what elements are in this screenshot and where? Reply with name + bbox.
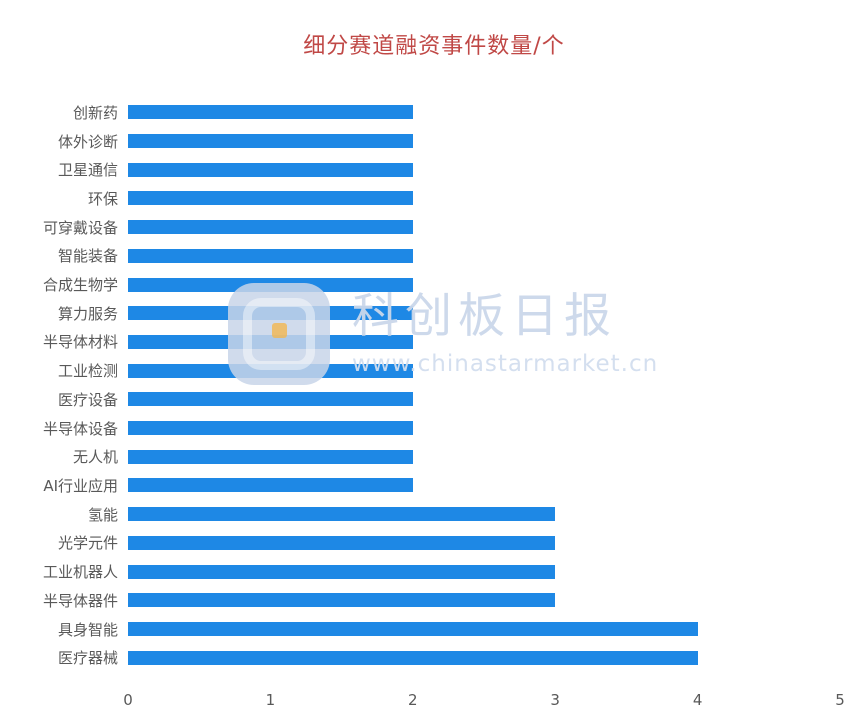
bar-row: 工业检测 [0,356,840,385]
bar [128,564,556,579]
x-tick-label: 1 [265,691,276,709]
bar-row: 工业机器人 [0,557,840,586]
plot-area: 创新药体外诊断卫星通信环保可穿戴设备智能装备合成生物学算力服务半导体材料工业检测… [0,98,840,672]
bar-track [128,593,840,608]
bar [128,449,413,464]
bar-row: 光学元件 [0,529,840,558]
bar-track [128,220,840,235]
bar-row: 体外诊断 [0,127,840,156]
bar-track [128,564,840,579]
bar-row: 半导体材料 [0,328,840,357]
bar-row: 无人机 [0,442,840,471]
bar [128,650,698,665]
category-label: 创新药 [72,103,118,122]
bar-row: AI行业应用 [0,471,840,500]
bar-row: 智能装备 [0,242,840,271]
bar-track [128,105,840,120]
category-label: 工业检测 [57,362,118,381]
bar-row: 环保 [0,184,840,213]
bar [128,105,413,120]
bar [128,421,413,436]
bar [128,363,413,378]
category-label: 合成生物学 [42,276,118,295]
category-label: 半导体材料 [42,333,118,352]
bar [128,306,413,321]
bar-row: 卫星通信 [0,155,840,184]
category-label: 算力服务 [57,304,118,323]
bar-track [128,449,840,464]
x-tick-label: 3 [550,691,560,709]
bar-row: 可穿戴设备 [0,213,840,242]
bar [128,334,413,349]
bar-row: 创新药 [0,98,840,127]
category-label: 工业机器人 [42,563,118,582]
category-label: 具身智能 [57,620,118,639]
bar-row: 医疗器械 [0,643,840,672]
category-label: 卫星通信 [57,161,118,180]
bar [128,248,413,263]
category-label: 光学元件 [57,534,118,553]
x-tick-label: 0 [123,691,133,709]
bar-row: 合成生物学 [0,270,840,299]
bar-track [128,535,840,550]
bar-row: 算力服务 [0,299,840,328]
bar [128,277,413,292]
bar [128,392,413,407]
bar [128,162,413,177]
bar [128,593,556,608]
bar-track [128,507,840,522]
bar-row: 医疗设备 [0,385,840,414]
bar-track [128,421,840,436]
bar-track [128,650,840,665]
bar-row: 氢能 [0,500,840,529]
category-label: AI行业应用 [43,476,118,495]
bar-track [128,478,840,493]
category-label: 体外诊断 [57,132,118,151]
category-label: 半导体器件 [42,591,118,610]
bar-track [128,191,840,206]
bar-track [128,392,840,407]
bar-row: 半导体器件 [0,586,840,615]
category-label: 氢能 [87,505,118,524]
bar-track [128,622,840,636]
bar [128,191,413,206]
x-axis: 0 1 2 3 4 5 [123,691,845,711]
bar [128,507,556,522]
category-label: 无人机 [72,448,118,467]
x-tick-label: 5 [835,691,845,709]
bar-track [128,134,840,149]
category-label: 医疗设备 [57,390,118,409]
chart-title: 细分赛道融资事件数量/个 [303,34,565,59]
x-tick-label: 4 [692,691,703,709]
bar [128,622,698,636]
category-label: 环保 [87,189,118,208]
bar-track [128,277,840,292]
bar [128,220,413,235]
bar-row: 半导体设备 [0,414,840,443]
x-tick-label: 2 [408,691,418,709]
category-label: 半导体设备 [42,419,118,438]
bar [128,134,413,149]
bar [128,535,556,550]
bar-track [128,363,840,378]
bar-track [128,334,840,349]
bar [128,478,413,493]
category-label: 智能装备 [57,247,118,266]
bar-track [128,162,840,177]
category-label: 可穿戴设备 [42,218,118,237]
bar-track [128,306,840,321]
category-label: 医疗器械 [57,649,118,668]
bar-row: 具身智能 [0,615,840,644]
bar-track [128,248,840,263]
